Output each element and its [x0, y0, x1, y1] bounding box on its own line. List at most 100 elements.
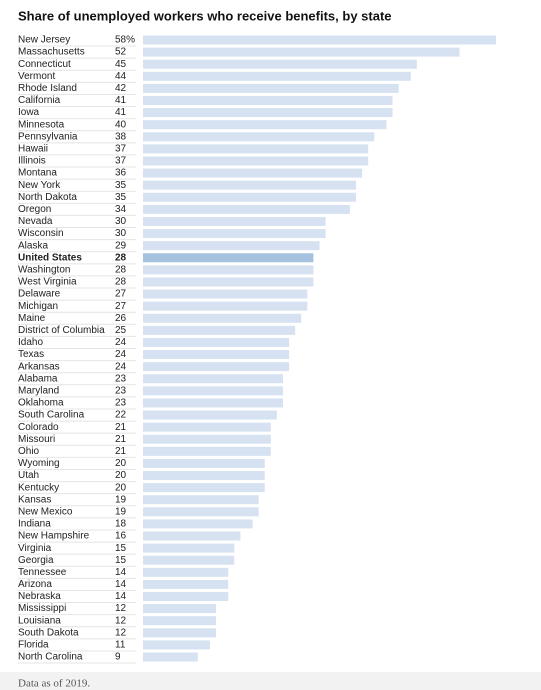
- bar: [143, 495, 259, 505]
- value-label: 29: [115, 240, 127, 251]
- category-label: Connecticut: [18, 59, 71, 70]
- bar: [143, 83, 399, 93]
- value-label: 24: [115, 361, 127, 372]
- category-label: Utah: [18, 470, 39, 481]
- category-label: Hawaii: [18, 144, 48, 155]
- bar: [143, 132, 375, 142]
- category-label: Louisiana: [18, 615, 61, 626]
- category-label: Vermont: [18, 71, 55, 82]
- category-label: Massachusetts: [18, 47, 85, 58]
- bar: [143, 265, 314, 275]
- value-label: 27: [115, 289, 127, 300]
- bar: [143, 229, 326, 239]
- category-label: Nevada: [18, 216, 53, 227]
- value-label: 30: [115, 228, 127, 239]
- category-label: Indiana: [18, 519, 51, 530]
- chart-title: Share of unemployed workers who receive …: [18, 8, 392, 23]
- category-label: Wisconsin: [18, 228, 64, 239]
- value-label: 58%: [115, 35, 135, 46]
- value-label: 14: [115, 591, 127, 602]
- category-label: Kansas: [18, 494, 51, 505]
- value-label: 23: [115, 373, 127, 384]
- bar: [143, 374, 283, 384]
- bar: [143, 350, 290, 360]
- category-label: West Virginia: [18, 277, 77, 288]
- value-label: 35: [115, 192, 127, 203]
- value-label: 21: [115, 434, 127, 445]
- bar: [143, 325, 296, 335]
- category-label: Washington: [18, 265, 70, 276]
- category-label: Michigan: [18, 301, 58, 312]
- bar: [143, 180, 357, 190]
- bar: [143, 507, 259, 517]
- value-label: 34: [115, 204, 127, 215]
- category-label: Texas: [18, 349, 44, 360]
- note: Data as of 2019.: [18, 678, 90, 690]
- bar: [143, 519, 253, 529]
- value-label: 52: [115, 47, 127, 58]
- bar: [143, 410, 277, 420]
- bar: [143, 616, 217, 626]
- category-label: Rhode Island: [18, 83, 77, 94]
- value-label: 20: [115, 470, 127, 481]
- value-label: 37: [115, 156, 127, 167]
- category-label: Maryland: [18, 385, 59, 396]
- value-label: 25: [115, 325, 127, 336]
- bar: [143, 289, 308, 299]
- value-label: 21: [115, 446, 127, 457]
- value-label: 14: [115, 579, 127, 590]
- bar: [143, 579, 229, 589]
- value-label: 37: [115, 144, 127, 155]
- value-label: 40: [115, 119, 127, 130]
- bar: [143, 277, 314, 287]
- bar: [143, 398, 283, 408]
- category-label: New York: [18, 180, 61, 191]
- bar: [143, 301, 308, 311]
- category-label: Pennsylvania: [18, 131, 78, 142]
- category-label: Arizona: [18, 579, 52, 590]
- value-label: 44: [115, 71, 127, 82]
- value-label: 20: [115, 458, 127, 469]
- value-label: 23: [115, 385, 127, 396]
- category-label: Colorado: [18, 422, 59, 433]
- bar: [143, 144, 369, 154]
- value-label: 30: [115, 216, 127, 227]
- category-label: United States: [18, 252, 82, 263]
- bar: [143, 156, 369, 166]
- category-label: New Jersey: [18, 35, 70, 46]
- category-label: Delaware: [18, 289, 61, 300]
- bar: [143, 434, 271, 444]
- category-label: Mississippi: [18, 603, 66, 614]
- value-label: 12: [115, 615, 127, 626]
- value-label: 24: [115, 349, 127, 360]
- bar: [143, 47, 460, 57]
- bar: [143, 652, 198, 662]
- category-label: Ohio: [18, 446, 40, 457]
- value-label: 23: [115, 398, 127, 409]
- category-label: Minnesota: [18, 119, 65, 130]
- category-label: South Carolina: [18, 410, 85, 421]
- category-label: Oregon: [18, 204, 51, 215]
- bar: [143, 604, 217, 614]
- bar: [143, 531, 241, 541]
- category-label: Nebraska: [18, 591, 61, 602]
- bar: [143, 471, 265, 481]
- category-label: North Carolina: [18, 652, 83, 663]
- value-label: 28: [115, 277, 127, 288]
- value-label: 41: [115, 107, 127, 118]
- bar: [143, 95, 393, 105]
- bar: [143, 362, 290, 372]
- category-label: Georgia: [18, 555, 54, 566]
- value-label: 12: [115, 627, 127, 638]
- bar: [143, 120, 387, 130]
- category-label: Idaho: [18, 337, 43, 348]
- category-label: Missouri: [18, 434, 55, 445]
- category-label: Arkansas: [18, 361, 60, 372]
- category-label: Alaska: [18, 240, 48, 251]
- value-label: 27: [115, 301, 127, 312]
- bar: [143, 446, 271, 456]
- value-label: 41: [115, 95, 127, 106]
- value-label: 12: [115, 603, 127, 614]
- category-label: Florida: [18, 640, 49, 651]
- bar: [143, 192, 357, 202]
